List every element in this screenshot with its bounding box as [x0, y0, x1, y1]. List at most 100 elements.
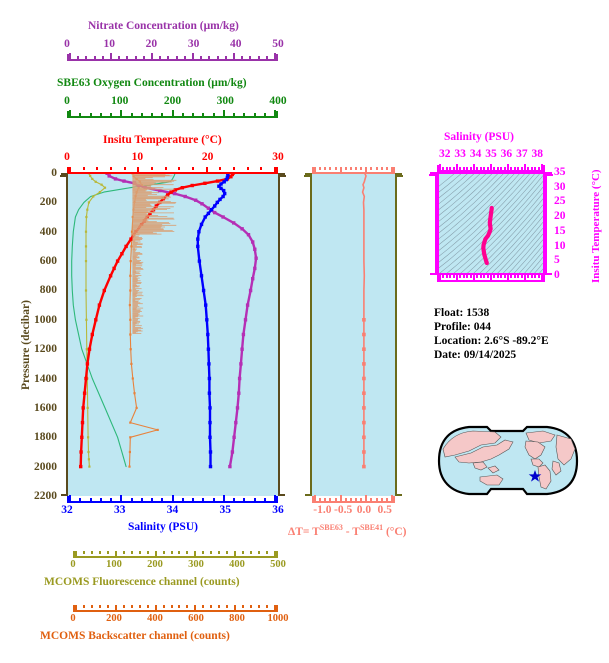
ts-diagram-plot-area: [437, 172, 545, 275]
backscatter-axis-title: MCOMS Backscatter channel (counts): [40, 630, 230, 642]
tick-label: 10: [132, 151, 144, 163]
delta-t-marker: [362, 377, 366, 381]
main-profile-plot-area: [67, 173, 278, 496]
profile-marker: [85, 319, 87, 321]
profile-marker: [242, 333, 245, 336]
fluorescence-axis-title: MCOMS Fluorescence channel (counts): [44, 576, 240, 588]
tick-label: 38: [532, 148, 544, 160]
profile-marker: [239, 362, 242, 365]
tick-label: 35: [220, 504, 232, 516]
profile-marker: [200, 202, 203, 205]
profile-marker: [181, 186, 184, 189]
nitrate-axis-ruler: [67, 54, 278, 61]
profile-marker: [231, 450, 234, 453]
delta-t-axis-title: ΔT= TSBE63 - TSBE41 (°C): [288, 523, 407, 538]
tick-label: 1400: [34, 373, 57, 385]
tick-label: 20: [202, 151, 214, 163]
ts-axis-ruler-right: [545, 172, 552, 275]
profile-marker: [223, 192, 226, 195]
profile-marker: [129, 275, 131, 277]
profile-marker: [129, 333, 131, 335]
profile-marker: [184, 195, 187, 198]
profile-marker: [197, 230, 200, 233]
profile-marker: [84, 377, 87, 380]
profile-marker: [133, 392, 135, 394]
tick-label: 33: [114, 504, 126, 516]
profile-marker: [196, 237, 199, 240]
tick-label: 40: [230, 38, 242, 50]
profile-marker: [205, 318, 208, 321]
profile-marker: [130, 260, 132, 262]
delta-t-axis-ruler-right: [395, 173, 402, 496]
profile-marker: [206, 333, 209, 336]
backscatter-tick-labels: 0 200 400 600 800 1000: [73, 613, 278, 627]
profile-marker: [80, 436, 83, 439]
profile-marker: [204, 303, 207, 306]
metadata-profile-line: Profile: 044: [434, 320, 549, 334]
oxygen-axis-title: SBE63 Oxygen Concentration (μm/kg): [57, 77, 247, 89]
profile-marker: [83, 392, 86, 395]
delta-t-title-sup1: SBE63: [320, 523, 343, 532]
profile-marker: [129, 451, 131, 453]
tick-label: 2000: [34, 461, 57, 473]
delta-t-marker: [362, 347, 366, 351]
tick-label: 36: [501, 148, 513, 160]
profile-marker: [236, 406, 239, 409]
oxygen-tick-labels: 0 100 200 300 400: [67, 95, 278, 109]
tick-label: 0: [64, 95, 70, 107]
tick-label: 200: [147, 559, 163, 570]
tick-label: 0: [64, 38, 70, 50]
tick-label: 1200: [34, 343, 57, 355]
profile-marker: [249, 289, 252, 292]
profile-marker: [116, 259, 119, 262]
tick-label: 35: [554, 166, 566, 178]
profile-marker: [122, 179, 125, 182]
profile-marker: [129, 319, 131, 321]
pressure-axis-ruler-right: [278, 173, 285, 496]
profile-marker: [232, 436, 235, 439]
profile-marker: [82, 406, 85, 409]
profile-marker: [208, 377, 211, 380]
delta-t-title-part3: (°C): [383, 526, 406, 538]
profile-marker: [91, 178, 93, 180]
oxygen-axis-ruler: [67, 111, 278, 118]
profile-marker: [198, 259, 201, 262]
profile-marker: [92, 195, 94, 197]
profile-marker: [202, 289, 205, 292]
delta-t-plot-area: [312, 173, 395, 496]
pressure-axis-title: Pressure (decibar): [20, 300, 32, 390]
tick-label: 400: [269, 95, 286, 107]
ts-temperature-axis-title: Insitu Temperature (°C): [590, 169, 602, 283]
tick-label: 200: [106, 613, 122, 624]
float-metadata-block: Float: 1538 Profile: 044 Location: 2.6°S…: [434, 306, 549, 362]
profile-marker: [88, 466, 90, 468]
profile-marker: [129, 422, 131, 424]
profile-marker: [94, 318, 97, 321]
salinity-axis-ruler: [67, 496, 278, 503]
tick-label: 400: [147, 613, 163, 624]
tick-label: 200: [164, 95, 181, 107]
profile-marker: [208, 421, 211, 424]
fluorescence-axis-ruler: [73, 551, 278, 558]
profile-marker: [196, 245, 199, 248]
salinity-axis-title: Salinity (PSU): [128, 521, 198, 533]
tick-label: 0.0: [357, 504, 371, 516]
profile-marker: [200, 274, 203, 277]
delta-t-marker: [362, 362, 366, 366]
ts-salinity-tick-labels: 32 33 34 35 36 37 38: [430, 148, 552, 162]
profile-marker: [229, 175, 232, 178]
profile-marker: [86, 348, 88, 350]
tick-label: 30: [272, 151, 284, 163]
profile-marker: [208, 392, 211, 395]
tick-label: 1000: [268, 613, 289, 624]
delta-t-axis-ruler-top: [312, 167, 395, 174]
profile-marker: [173, 192, 176, 195]
profile-marker: [98, 303, 101, 306]
metadata-location-line: Location: 2.6°S -89.2°E: [434, 334, 549, 348]
profile-marker: [222, 189, 225, 192]
delta-t-axis-ruler-left: [305, 173, 312, 496]
tick-label: -1.0: [313, 504, 331, 516]
tick-label: 36: [272, 504, 284, 516]
backscatter-axis-ruler: [73, 605, 278, 612]
profile-marker: [120, 252, 123, 255]
